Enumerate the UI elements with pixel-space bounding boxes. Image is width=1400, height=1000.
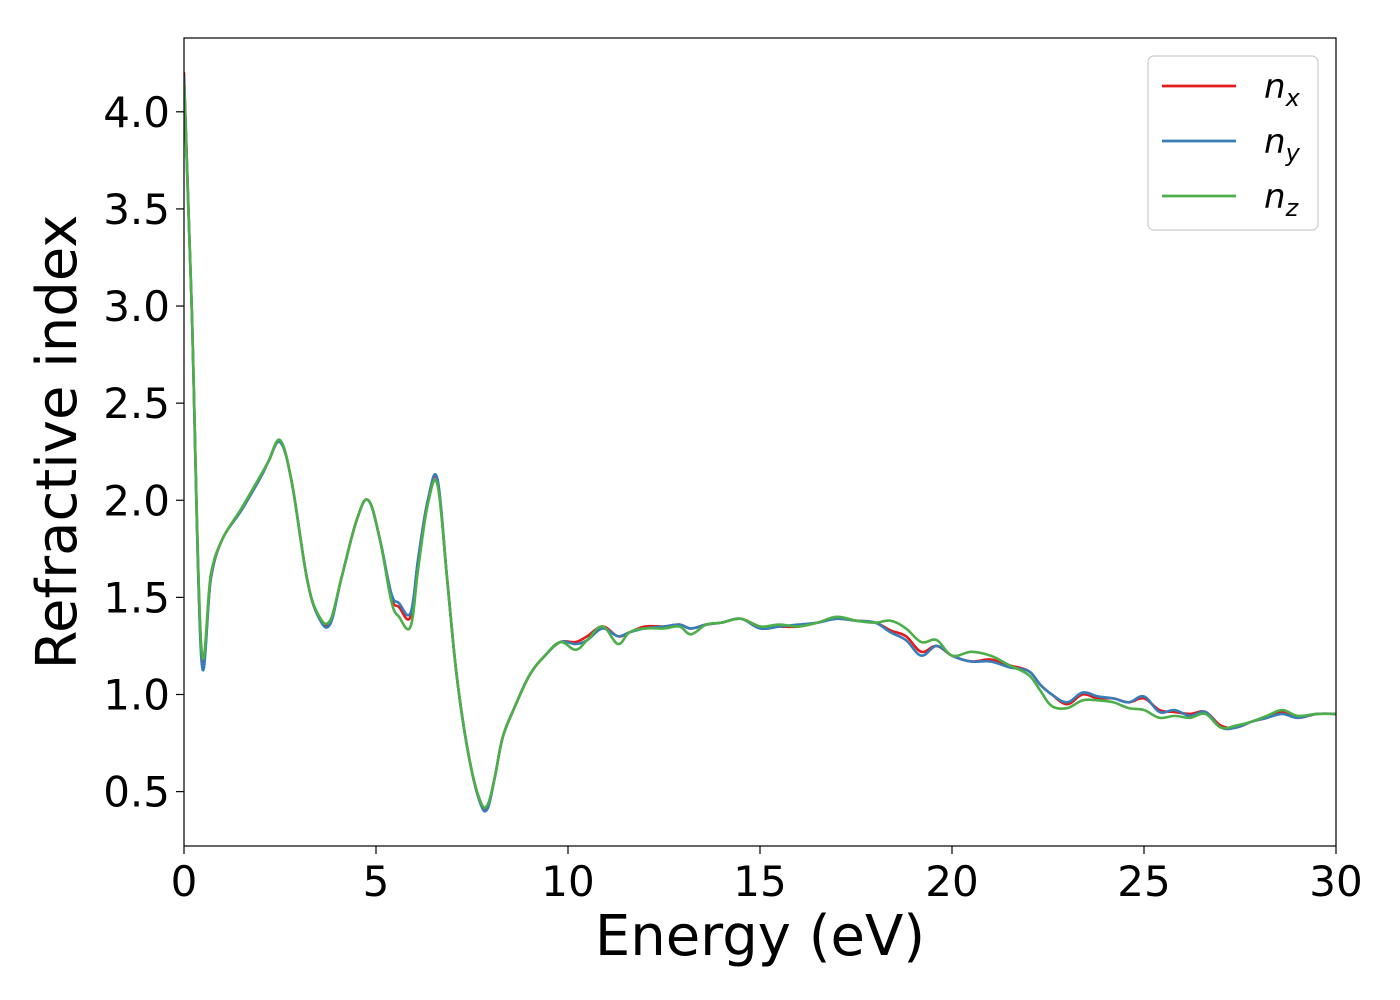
series-layer [184, 71, 1336, 813]
x-axis-label: Energy (eV) [595, 904, 925, 969]
series-line-nz [184, 81, 1336, 810]
y-tick-label: 0.5 [103, 768, 170, 817]
legend-label-nz: nz [1264, 177, 1300, 222]
legend-box [1147, 55, 1319, 231]
x-tick-label: 5 [363, 857, 390, 906]
y-tick-label: 1.5 [103, 573, 170, 622]
y-tick-label: 1.0 [103, 671, 170, 720]
y-tick-label: 2.0 [103, 476, 170, 525]
x-tick-label: 25 [1117, 857, 1170, 906]
x-tick-label: 15 [733, 857, 786, 906]
y-axis: 0.5 1.0 1.5 2.0 2.5 3.0 3.5 4.0 [103, 88, 184, 817]
y-tick-label: 2.5 [103, 379, 170, 428]
y-tick-label: 3.0 [103, 282, 170, 331]
x-tick-label: 20 [925, 857, 978, 906]
y-tick-label: 3.5 [103, 185, 170, 234]
x-axis: 0 5 10 15 20 25 30 [171, 846, 1363, 906]
y-tick-label: 4.0 [103, 88, 170, 137]
y-axis-label: Refractive index [25, 215, 90, 670]
x-tick-label: 30 [1309, 857, 1362, 906]
x-tick-label: 0 [171, 857, 198, 906]
x-tick-label: 10 [541, 857, 594, 906]
